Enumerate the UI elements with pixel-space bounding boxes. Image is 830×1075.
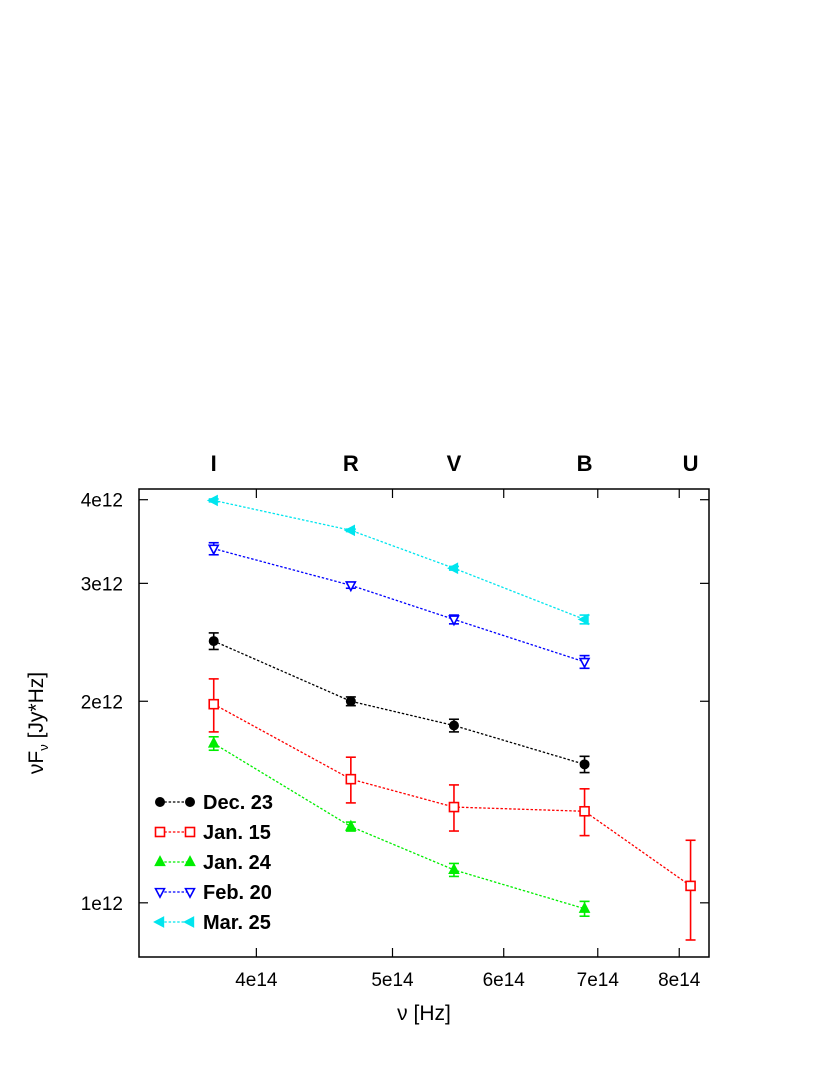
legend-marker (185, 797, 195, 807)
data-point (208, 636, 219, 647)
legend-item: Jan. 15 (154, 822, 271, 844)
data-point (207, 736, 220, 748)
band-label: V (447, 451, 462, 476)
y-axis-title-unit: [Jy*Hz] (25, 672, 48, 744)
legend-marker (184, 855, 196, 867)
x-tick-label: 7e14 (577, 970, 620, 991)
legend-marker (183, 916, 195, 928)
x-tick-label: 5e14 (371, 970, 414, 991)
series-line (213, 548, 585, 663)
series-line (213, 499, 585, 621)
series-layer (206, 494, 696, 941)
legend-item: Jan. 24 (154, 852, 272, 874)
legend-label: Dec. 23 (203, 792, 273, 814)
band-label: R (343, 451, 359, 476)
x-axis-title: ν [Hz] (397, 1002, 451, 1025)
y-tick-label: 2e12 (81, 692, 123, 713)
data-point (448, 801, 460, 813)
band-label: I (211, 451, 217, 476)
data-point (685, 880, 696, 892)
legend-item: Dec. 23 (155, 792, 273, 814)
data-point (578, 901, 591, 913)
legend: Dec. 23 Jan. 15 Jan. 24 Feb. 20 Mar. 25 (153, 792, 273, 934)
axis-ticks: 4e14 5e14 6e14 7e14 8e14 1e12 2e12 3e12 4e12 (81, 489, 709, 991)
y-tick-label: 3e12 (81, 574, 123, 595)
x-tick-label: 6e14 (483, 970, 526, 991)
data-point (345, 696, 356, 707)
series-mar-25 (206, 494, 590, 626)
data-point (579, 805, 590, 817)
series-jan-15 (208, 678, 696, 941)
data-point (579, 759, 590, 770)
legend-label: Jan. 15 (203, 822, 271, 844)
legend-marker (153, 916, 165, 928)
data-point (206, 494, 218, 507)
series-line (213, 640, 585, 765)
legend-marker (154, 855, 166, 867)
data-point (577, 613, 589, 626)
data-point (448, 862, 460, 875)
series-dec-23 (208, 632, 590, 774)
x-tick-label: 4e14 (235, 970, 278, 991)
data-point (208, 698, 220, 710)
series-jan-24 (207, 735, 591, 918)
legend-marker (184, 887, 196, 899)
x-tick-label: 8e14 (658, 970, 701, 991)
y-axis-title-subscript: ν (36, 744, 51, 751)
data-point (448, 720, 459, 731)
band-label: U (683, 451, 699, 476)
legend-item: Feb. 20 (154, 882, 272, 904)
data-point (447, 562, 459, 575)
legend-marker (184, 826, 196, 838)
plot-frame (138, 488, 710, 958)
y-tick-label: 1e12 (81, 894, 123, 915)
data-point (343, 524, 356, 537)
legend-marker (155, 797, 165, 807)
y-axis-title: νFν [Jy*Hz] (25, 672, 51, 774)
legend-label: Feb. 20 (203, 882, 272, 904)
legend-marker (154, 826, 166, 838)
data-point (345, 819, 357, 831)
band-label: B (577, 451, 593, 476)
legend-item: Mar. 25 (153, 912, 271, 934)
legend-label: Jan. 24 (203, 852, 272, 874)
series-feb-20 (207, 541, 591, 670)
data-point (345, 581, 357, 593)
legend-marker (154, 887, 166, 899)
y-axis-title-main: νF (25, 751, 48, 774)
series-line (213, 742, 585, 910)
data-point (448, 615, 460, 627)
data-point (578, 657, 591, 669)
y-tick-label: 4e12 (81, 491, 123, 512)
data-point (345, 773, 357, 785)
legend-label: Mar. 25 (203, 912, 271, 934)
data-point (207, 544, 220, 556)
